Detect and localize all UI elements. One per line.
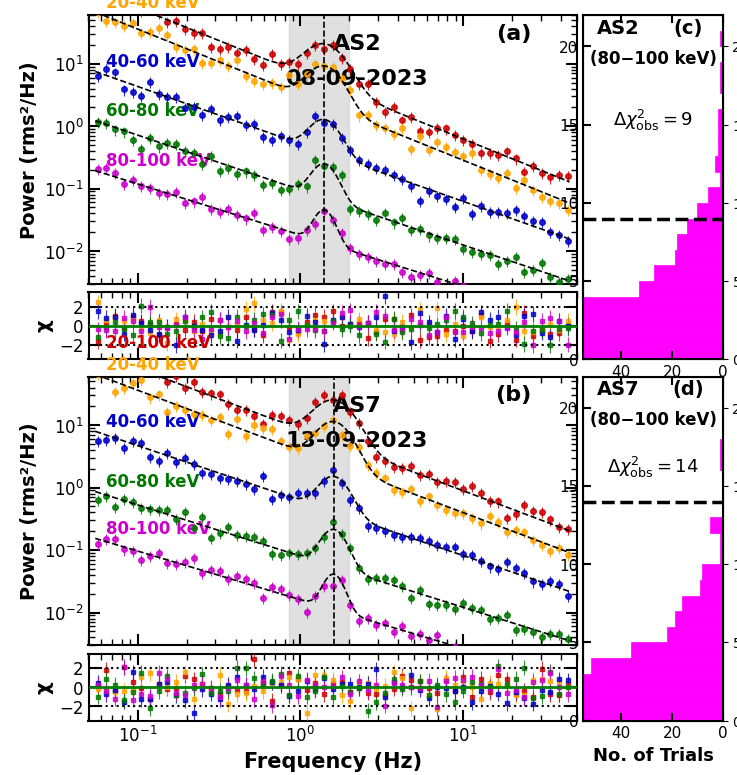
Text: 20-100 keV: 20-100 keV (105, 334, 211, 352)
Text: Simulated: Simulated (705, 595, 719, 674)
Bar (590, 658, 722, 673)
Y-axis label: χ: χ (35, 319, 54, 332)
Text: 20-40 keV: 20-40 keV (105, 356, 199, 374)
Text: AS2: AS2 (332, 34, 381, 54)
Text: (80−100 keV): (80−100 keV) (589, 50, 716, 68)
Text: (c): (c) (673, 19, 702, 38)
Text: (80−100 keV): (80−100 keV) (589, 411, 716, 429)
Text: AS7: AS7 (596, 381, 639, 399)
Text: 40-60 keV: 40-60 keV (105, 413, 199, 431)
Text: (d): (d) (671, 381, 703, 399)
Bar (697, 203, 722, 219)
Y-axis label: Power (rms²/Hz): Power (rms²/Hz) (20, 61, 38, 239)
Bar (717, 109, 722, 125)
Bar (312, 705, 722, 721)
Text: Simulated: Simulated (705, 234, 719, 313)
Bar (720, 172, 722, 188)
Bar (542, 312, 722, 329)
Bar (717, 125, 722, 140)
Bar (494, 329, 722, 344)
Bar (560, 673, 722, 690)
Text: AS2: AS2 (596, 19, 639, 38)
Bar (578, 297, 722, 312)
Text: (a): (a) (495, 23, 531, 43)
Text: 13-09-2023: 13-09-2023 (286, 430, 428, 450)
Bar (710, 518, 722, 533)
Bar (720, 549, 722, 564)
Text: 08-09-2023: 08-09-2023 (286, 69, 428, 89)
Text: $\Delta\chi^2_{\rm obs} = 14$: $\Delta\chi^2_{\rm obs} = 14$ (607, 455, 699, 480)
Text: 40-60 keV: 40-60 keV (105, 53, 199, 71)
Bar (717, 140, 722, 157)
Bar (666, 627, 722, 642)
Text: 80-100 keV: 80-100 keV (105, 520, 211, 538)
Bar (289, 377, 349, 646)
Bar (720, 533, 722, 549)
Bar (720, 31, 722, 46)
Bar (464, 690, 722, 705)
Text: 80-100 keV: 80-100 keV (105, 152, 211, 170)
Text: AS7: AS7 (332, 395, 381, 415)
Bar (674, 611, 722, 627)
X-axis label: Frequency (Hz): Frequency (Hz) (243, 751, 422, 771)
Bar (631, 642, 722, 658)
Bar (654, 266, 722, 281)
Bar (720, 439, 722, 455)
Bar (289, 16, 349, 284)
Bar (720, 78, 722, 94)
Bar (715, 157, 722, 172)
Text: $\Delta\chi^2_{\rm obs} = 9$: $\Delta\chi^2_{\rm obs} = 9$ (612, 108, 693, 133)
Bar (367, 344, 722, 360)
Bar (720, 63, 722, 78)
Bar (687, 219, 722, 234)
Bar (720, 455, 722, 470)
Bar (702, 564, 722, 580)
Bar (682, 596, 722, 611)
Y-axis label: χ: χ (35, 681, 54, 694)
Text: 20-40 keV: 20-40 keV (105, 0, 199, 12)
Text: 60-80 keV: 60-80 keV (105, 473, 199, 491)
Text: (b): (b) (495, 384, 531, 405)
Y-axis label: Power (rms²/Hz): Power (rms²/Hz) (20, 422, 38, 600)
Bar (699, 580, 722, 596)
Bar (677, 234, 722, 250)
X-axis label: No. of Trials: No. of Trials (592, 746, 713, 764)
Bar (638, 281, 722, 297)
Bar (674, 250, 722, 266)
Bar (707, 188, 722, 203)
Text: 60-80 keV: 60-80 keV (105, 102, 199, 120)
